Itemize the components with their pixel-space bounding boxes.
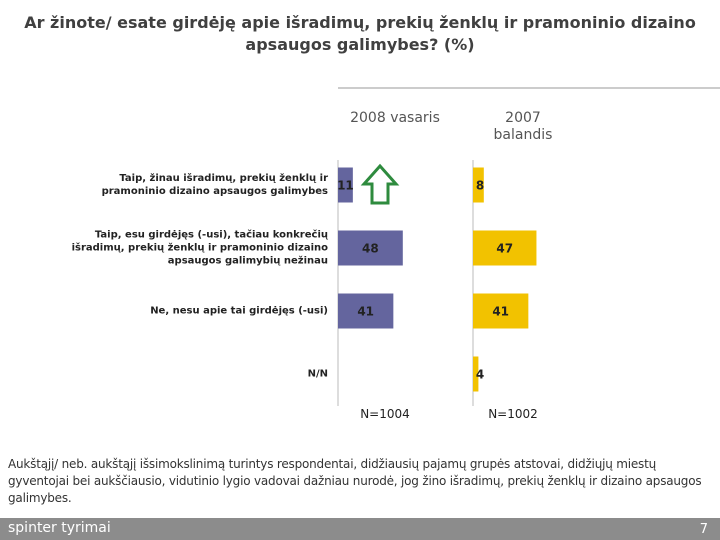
value-label: 41 <box>357 305 374 319</box>
value-label: 41 <box>492 305 509 319</box>
value-label: 48 <box>362 242 379 256</box>
category-label: N/N <box>307 368 328 380</box>
value-label: 47 <box>496 242 513 256</box>
chart-title: Ar žinote/ esate girdėję apie išradimų, … <box>24 13 696 54</box>
value-label: 11 <box>337 179 354 193</box>
bar <box>473 356 479 392</box>
bar <box>338 230 403 266</box>
up-arrow-icon <box>360 163 400 205</box>
bar <box>473 293 529 329</box>
footer-bar <box>0 518 720 540</box>
category-label: Taip, esu girdėjęs (-usi), tačiau konkre… <box>71 229 328 267</box>
value-label: 4 <box>476 368 484 382</box>
sample-size: N=1004 <box>360 407 410 421</box>
page-number: 7 <box>699 522 708 537</box>
bar <box>473 230 537 266</box>
category-label: Taip, žinau išradimų, prekių ženklų ir p… <box>101 173 328 197</box>
bar <box>338 167 353 203</box>
bar <box>473 167 484 203</box>
sample-size: N=1002 <box>488 407 538 421</box>
bar <box>338 293 394 329</box>
value-label: 8 <box>476 179 484 193</box>
legend-label: 2008 vasaris <box>350 110 440 126</box>
footnote: Aukštąjį/ neb. aukštąjį išsimokslinimą t… <box>8 457 702 505</box>
category-label: Ne, nesu apie tai girdėjęs (-usi) <box>150 305 328 317</box>
legend-label: 2007 balandis <box>493 110 553 143</box>
brand: spinter tyrimai <box>8 520 111 536</box>
